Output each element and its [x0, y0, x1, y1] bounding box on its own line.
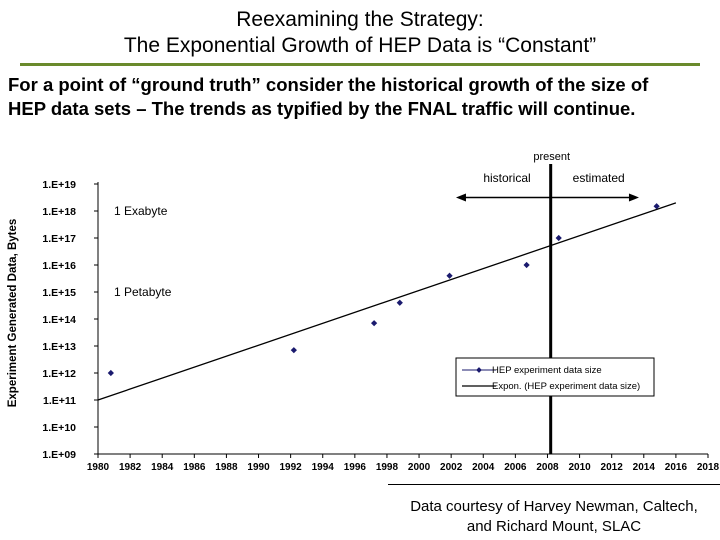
y-tick-label: 1.E+15 — [42, 287, 76, 299]
legend-series-marker — [476, 367, 482, 373]
x-tick-label: 1992 — [280, 462, 303, 473]
trendline — [97, 202, 677, 401]
y-tick-label: 1.E+13 — [42, 341, 76, 353]
timeline-arrow-left-head — [455, 193, 466, 202]
credit-line-2: and Richard Mount, SLAC — [466, 518, 642, 535]
x-tick-label: 2006 — [504, 462, 527, 473]
x-tick-label: 1986 — [183, 462, 206, 473]
x-tick-label: 2014 — [633, 462, 656, 473]
x-tick-label: 1984 — [151, 462, 174, 473]
data-growth-chart: 1.E+09 1.E+10 1.E+11 1.E+12 1.E+13 1.E+14 1.E+… — [7, 151, 720, 473]
y-tick-label: 1.E+17 — [42, 233, 76, 245]
x-tick-label: 1980 — [87, 462, 110, 473]
slide-title-line-1: Reexamining the Strategy: — [236, 8, 484, 31]
timeline-arrow-right-head — [628, 193, 639, 202]
intro-line-1: For a point of “ground truth” consider t… — [8, 74, 649, 95]
x-tick-label: 1990 — [247, 462, 270, 473]
data-point — [523, 261, 530, 269]
intro-text: For a point of “ground truth” consider t… — [8, 73, 714, 121]
intro-line-2: HEP data sets – The trends as typified b… — [8, 98, 636, 119]
x-tick-label: 2002 — [440, 462, 463, 473]
y-tick-label: 1.E+11 — [43, 395, 76, 407]
legend-series-label: HEP experiment data size — [492, 365, 602, 376]
x-tick-label: 2010 — [568, 462, 591, 473]
data-point — [446, 272, 453, 279]
petabyte-label: 1 Petabyte — [114, 285, 172, 299]
x-tick-label: 2008 — [536, 462, 559, 473]
x-tick-label: 2018 — [697, 462, 720, 473]
historical-label: historical — [483, 171, 530, 185]
y-tick-label: 1.E+16 — [42, 260, 76, 272]
y-tick-label: 1.E+12 — [42, 368, 76, 380]
title-divider — [20, 63, 700, 66]
x-tick-label: 1996 — [344, 462, 367, 473]
present-label: present — [533, 151, 570, 163]
data-point — [370, 320, 378, 327]
y-tick-label: 1.E+14 — [42, 314, 76, 326]
y-tick-label: 1.E+10 — [42, 422, 76, 434]
x-tick-label: 1988 — [215, 462, 238, 473]
y-tick-label: 1.E+18 — [42, 206, 76, 218]
data-point — [555, 234, 562, 242]
x-tick-label: 1982 — [119, 462, 142, 473]
legend-box — [455, 357, 655, 397]
data-point — [107, 369, 114, 377]
x-tick-label: 2000 — [408, 462, 431, 473]
x-tick-label: 2012 — [601, 462, 624, 473]
data-point — [396, 299, 403, 306]
x-tick-label: 1998 — [376, 462, 399, 473]
y-tick-label: 1.E+19 — [42, 179, 76, 191]
y-axis-title: Experiment Generated Data, Bytes — [7, 219, 19, 408]
x-tick-label: 2016 — [665, 462, 688, 473]
credit-line-1: Data courtesy of Harvey Newman, Caltech, — [410, 498, 698, 515]
estimated-label: estimated — [573, 171, 625, 185]
data-point — [290, 347, 297, 354]
y-tick-label: 1.E+09 — [42, 449, 76, 461]
exabyte-label: 1 Exabyte — [114, 204, 168, 218]
slide-title-line-2: The Exponential Growth of HEP Data is “C… — [123, 34, 597, 57]
legend-trend-label: Expon. (HEP experiment data size) — [492, 381, 640, 392]
credit-divider — [388, 484, 720, 485]
x-tick-label: 1994 — [312, 462, 335, 473]
x-tick-label: 2004 — [472, 462, 495, 473]
